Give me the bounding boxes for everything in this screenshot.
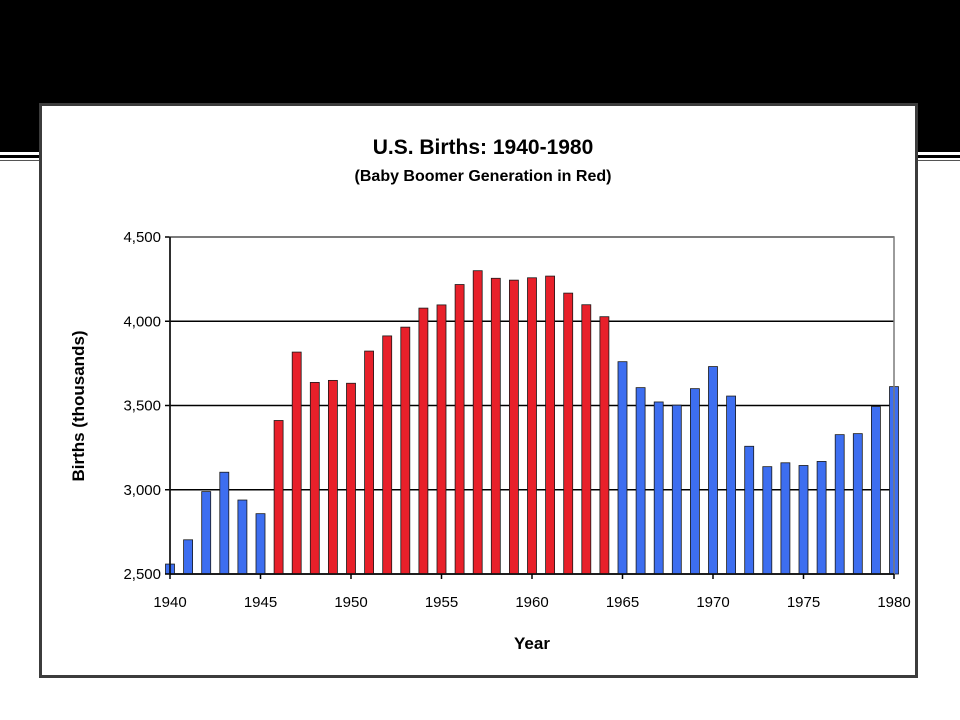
bar-boomer xyxy=(346,382,356,575)
chart-subtitle: (Baby Boomer Generation in Red) xyxy=(355,168,612,185)
bars xyxy=(165,270,899,575)
bar-boomer xyxy=(563,292,574,575)
y-tick-label: 2,500 xyxy=(123,566,161,583)
bar-boomer xyxy=(364,350,375,575)
bar xyxy=(201,491,212,575)
bar xyxy=(762,466,773,575)
bar xyxy=(780,462,791,575)
bar xyxy=(671,404,682,575)
axes: 2,500 3,000 3,500 4,000 4,500 1940 1945 1950 195… xyxy=(123,229,910,611)
chart-frame: U.S. Births: 1940-1980 (Baby Boomer Gene… xyxy=(39,103,918,678)
y-tick-label: 3,000 xyxy=(123,482,161,499)
chart-title: U.S. Births: 1940-1980 xyxy=(373,136,594,159)
y-tick-label: 4,500 xyxy=(123,229,161,246)
bar xyxy=(834,434,845,575)
bar xyxy=(871,406,881,575)
bar-boomer xyxy=(273,420,284,575)
bar xyxy=(183,539,194,575)
bar xyxy=(237,499,248,575)
bar-boomer xyxy=(545,275,556,575)
bar-boomer xyxy=(527,277,537,575)
bar-chart: U.S. Births: 1940-1980 (Baby Boomer Gene… xyxy=(69,136,911,653)
x-tick-label: 1965 xyxy=(606,594,639,611)
bar xyxy=(798,465,809,575)
bar-boomer xyxy=(327,379,338,575)
bar xyxy=(255,513,266,575)
bar-boomer xyxy=(472,270,483,575)
bar xyxy=(744,445,755,575)
x-tick-label: 1950 xyxy=(334,594,367,611)
bar-boomer xyxy=(581,304,592,575)
bar xyxy=(653,401,664,575)
y-tick-label: 3,500 xyxy=(123,398,161,415)
bar xyxy=(852,433,863,575)
x-tick-label: 1945 xyxy=(244,594,277,611)
bar-boomer xyxy=(291,351,302,575)
x-tick-label: 1975 xyxy=(787,594,820,611)
x-tick-label: 1960 xyxy=(515,594,548,611)
y-tick-label: 4,000 xyxy=(123,313,161,330)
bar-boomer xyxy=(508,279,519,575)
bar-boomer xyxy=(599,316,610,575)
bar xyxy=(708,366,718,575)
x-tick-label: 1940 xyxy=(153,594,186,611)
x-tick-label: 1980 xyxy=(877,594,910,611)
bar-boomer xyxy=(418,307,429,575)
bar xyxy=(219,471,230,575)
bar-boomer xyxy=(382,335,393,575)
bar-boomer xyxy=(400,326,411,575)
bar xyxy=(617,361,628,575)
x-tick-label: 1970 xyxy=(696,594,729,611)
x-axis-label: Year xyxy=(514,634,550,653)
x-tick-label: 1955 xyxy=(425,594,458,611)
bar-boomer xyxy=(309,382,320,575)
bar-boomer xyxy=(490,277,501,575)
bar xyxy=(635,387,646,575)
y-axis-label: Births (thousands) xyxy=(69,330,88,481)
bar xyxy=(816,461,827,575)
bar xyxy=(690,388,700,575)
bar-boomer xyxy=(454,284,465,575)
bar xyxy=(726,395,736,575)
bar-boomer xyxy=(436,304,447,575)
